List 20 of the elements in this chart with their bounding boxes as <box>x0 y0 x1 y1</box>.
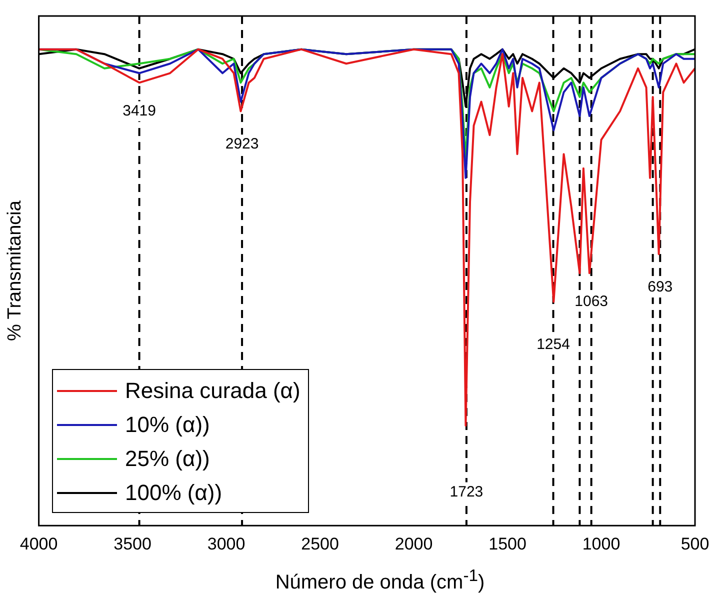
annotation: 1063 <box>574 292 608 310</box>
x-tick-label: 500 <box>680 534 710 554</box>
legend-label: 10% (α)) <box>125 412 210 438</box>
annotation: 693 <box>648 278 673 296</box>
legend-label: Resina curada (α) <box>125 378 300 404</box>
x-tick-label: 2500 <box>301 534 339 554</box>
annotation: 3419 <box>122 102 156 120</box>
legend-label: 25% (α)) <box>125 446 210 472</box>
annotation: 2923 <box>225 136 259 153</box>
x-tick-label: 4000 <box>20 534 58 554</box>
annotation: 1254 <box>536 336 570 353</box>
x-tick-label: 1000 <box>582 534 620 554</box>
y-axis-title: % Transmitancia <box>4 200 26 342</box>
x-tick-label: 1500 <box>488 534 526 554</box>
x-tick-label: 3500 <box>114 534 152 554</box>
x-tick-label: 2000 <box>394 534 433 554</box>
x-tick-label: 3000 <box>207 534 246 554</box>
annotation: 1723 <box>450 483 484 500</box>
x-axis-title: Número de onda (cm$^{-1}$) <box>274 566 486 595</box>
legend-label: 100% (α)) <box>125 480 222 506</box>
